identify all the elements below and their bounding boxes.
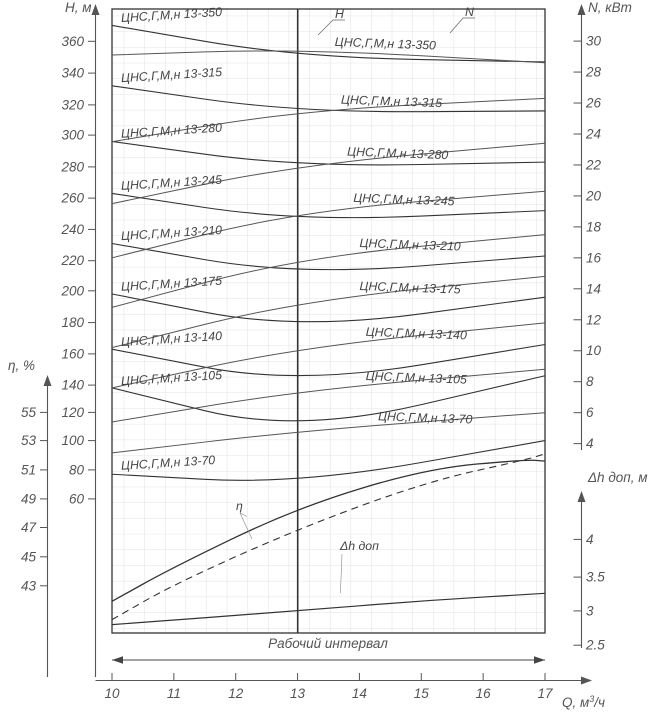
svg-text:53: 53 — [21, 433, 37, 448]
svg-text:17: 17 — [537, 686, 553, 701]
svg-text:Q, м3/ч: Q, м3/ч — [562, 694, 605, 710]
svg-text:H, м: H, м — [65, 0, 92, 15]
svg-text:η: η — [236, 499, 243, 513]
svg-text:43: 43 — [21, 578, 37, 593]
svg-text:10: 10 — [104, 686, 120, 701]
svg-text:11: 11 — [167, 686, 181, 701]
svg-text:45: 45 — [21, 549, 37, 564]
svg-text:2.5: 2.5 — [585, 638, 605, 653]
svg-text:18: 18 — [586, 219, 602, 234]
svg-text:14: 14 — [586, 281, 601, 296]
svg-text:Δh доп, м: Δh доп, м — [587, 470, 647, 485]
svg-text:Рабочий интервал: Рабочий интервал — [268, 636, 388, 651]
svg-text:3: 3 — [586, 603, 594, 618]
svg-text:28: 28 — [585, 65, 602, 80]
svg-text:16: 16 — [476, 686, 492, 701]
svg-text:120: 120 — [61, 405, 84, 420]
svg-text:160: 160 — [61, 346, 84, 361]
svg-text:300: 300 — [61, 128, 84, 143]
svg-text:200: 200 — [60, 283, 84, 298]
svg-text:80: 80 — [69, 462, 85, 477]
svg-text:22: 22 — [585, 157, 602, 172]
svg-text:13: 13 — [290, 686, 306, 701]
svg-text:N, кВт: N, кВт — [588, 0, 632, 15]
svg-text:4: 4 — [586, 436, 594, 451]
svg-text:H: H — [335, 7, 344, 21]
svg-text:320: 320 — [61, 97, 84, 112]
svg-text:20: 20 — [585, 188, 602, 203]
svg-text:26: 26 — [585, 96, 602, 111]
svg-text:14: 14 — [352, 686, 367, 701]
svg-text:360: 360 — [61, 34, 84, 49]
svg-text:10: 10 — [586, 343, 602, 358]
svg-text:60: 60 — [69, 491, 85, 506]
svg-text:4: 4 — [586, 532, 594, 547]
svg-text:220: 220 — [60, 253, 84, 268]
svg-text:260: 260 — [60, 191, 84, 206]
svg-text:6: 6 — [586, 405, 594, 420]
svg-text:49: 49 — [21, 491, 37, 506]
svg-text:Δh доп: Δh доп — [339, 539, 379, 553]
svg-text:51: 51 — [21, 462, 36, 477]
svg-text:340: 340 — [61, 66, 84, 81]
svg-text:100: 100 — [61, 433, 84, 448]
svg-text:N: N — [465, 5, 474, 19]
svg-text:8: 8 — [586, 374, 594, 389]
svg-text:240: 240 — [60, 222, 84, 237]
svg-text:16: 16 — [586, 250, 602, 265]
svg-text:55: 55 — [21, 405, 37, 420]
svg-text:12: 12 — [228, 686, 244, 701]
svg-text:47: 47 — [21, 520, 37, 535]
svg-text:30: 30 — [586, 34, 602, 49]
svg-text:140: 140 — [61, 378, 84, 393]
svg-text:η, %: η, % — [8, 358, 35, 373]
svg-text:180: 180 — [61, 315, 84, 330]
svg-text:280: 280 — [60, 159, 84, 174]
svg-text:24: 24 — [585, 126, 601, 141]
svg-text:12: 12 — [586, 312, 602, 327]
svg-text:15: 15 — [414, 686, 430, 701]
svg-text:3.5: 3.5 — [586, 570, 605, 585]
